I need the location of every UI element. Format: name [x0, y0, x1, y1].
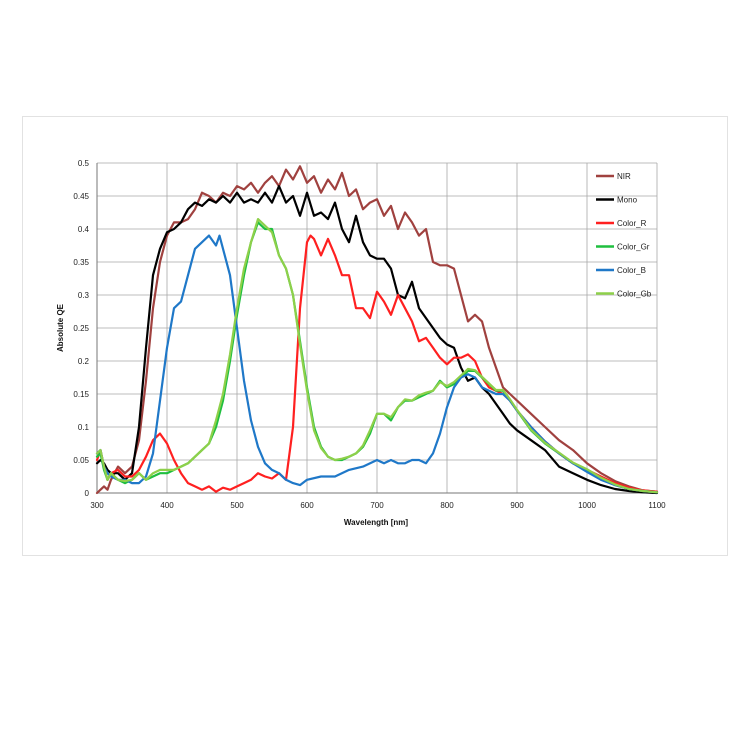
legend-label: Color_R: [617, 219, 647, 228]
y-tick-label: 0.5: [78, 159, 90, 168]
series-line-color-b: [95, 234, 659, 494]
legend-label: Color_B: [617, 266, 646, 275]
ticks: 300 400 500 600 700 800 900 1000 1100 0 0.05 0.1 0.1…: [73, 159, 666, 510]
y-tick-label: 0.2: [78, 357, 90, 366]
y-tick-label: 0: [85, 489, 90, 498]
x-tick-label: 500: [230, 501, 244, 510]
x-tick-label: 300: [90, 501, 104, 510]
legend-label: NIR: [617, 172, 631, 181]
y-tick-label: 0.35: [73, 258, 89, 267]
y-tick-label: 0.15: [73, 390, 89, 399]
legend-label: Mono: [617, 196, 638, 205]
grid: [96, 162, 658, 494]
y-tick-label: 0.3: [78, 291, 90, 300]
series-line-mono: [95, 185, 659, 495]
x-tick-label: 1100: [648, 501, 666, 510]
series-line-color-gb: [95, 218, 659, 494]
x-tick-label: 400: [160, 501, 174, 510]
series-line-nir: [95, 165, 659, 495]
y-tick-label: 0.45: [73, 192, 89, 201]
y-axis-title: Absolute QE: [56, 303, 65, 352]
legend-label: Color_Gr: [617, 243, 650, 252]
x-tick-label: 1000: [578, 501, 596, 510]
x-tick-label: 800: [440, 501, 454, 510]
y-tick-label: 0.25: [73, 324, 89, 333]
y-tick-label: 0.1: [78, 423, 90, 432]
y-tick-label: 0.4: [78, 225, 90, 234]
y-tick-label: 0.05: [73, 456, 89, 465]
legend: NIR Mono Color_R Color_Gr Color_B Color_Gb: [596, 172, 652, 299]
x-tick-label: 600: [300, 501, 314, 510]
x-tick-label: 700: [370, 501, 384, 510]
x-tick-label: 900: [510, 501, 524, 510]
x-axis-title: Wavelength [nm]: [344, 518, 408, 527]
series-group: [95, 165, 659, 495]
legend-label: Color_Gb: [617, 290, 652, 299]
